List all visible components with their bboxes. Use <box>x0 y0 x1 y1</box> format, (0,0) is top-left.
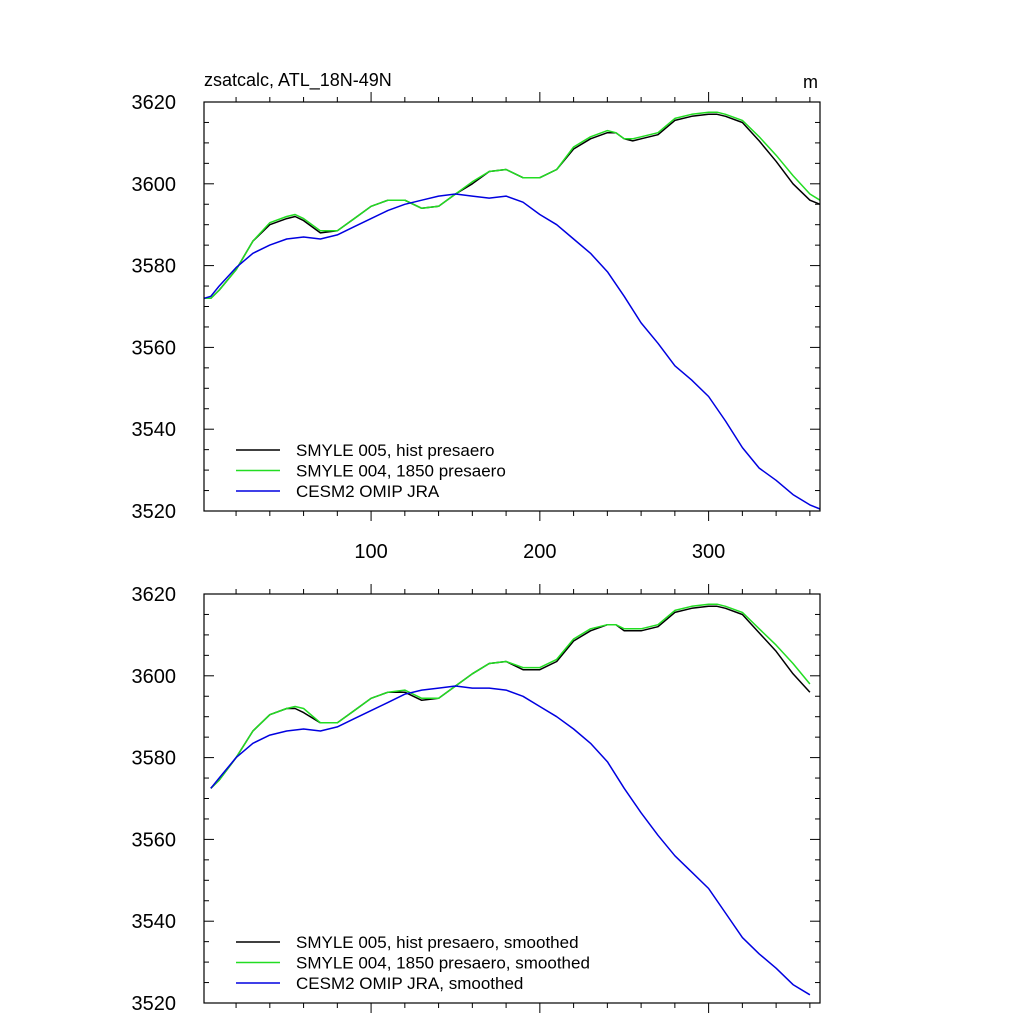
legend-label-2: CESM2 OMIP JRA <box>296 482 440 501</box>
legend-label-1: SMYLE 004, 1850 presaero, smoothed <box>296 954 590 973</box>
y-tick-label: 3600 <box>132 174 177 196</box>
legend-label-0: SMYLE 005, hist presaero <box>296 441 494 460</box>
series-line-2 <box>210 685 811 996</box>
y-tick-label: 3520 <box>132 501 177 523</box>
series-line-1 <box>204 111 821 300</box>
top-panel: zsatcalc, ATL_18N-49N m 3520 3540 3560 3580 36… <box>132 70 821 563</box>
legend-label-1: SMYLE 004, 1850 presaero <box>296 462 506 481</box>
x-tick-label: 300 <box>692 541 725 563</box>
series-line-0 <box>210 605 811 789</box>
bottom-panel: 3520 3540 3560 3580 3600 3620 SMYLE 005, hist … <box>132 584 821 1015</box>
series-line-0 <box>204 113 821 300</box>
y-tick-label: 3540 <box>132 419 177 441</box>
x-tick-label: 100 <box>354 541 387 563</box>
y-tick-label: 3580 <box>132 256 177 278</box>
y-tick-label: 3520 <box>132 993 177 1015</box>
y-tick-label: 3600 <box>132 666 177 688</box>
y-tick-label: 3580 <box>132 748 177 770</box>
series-line-2 <box>203 193 821 510</box>
series-line-1 <box>210 603 811 789</box>
y-tick-label: 3620 <box>132 92 177 114</box>
legend-label-2: CESM2 OMIP JRA, smoothed <box>296 974 523 993</box>
legend-label-0: SMYLE 005, hist presaero, smoothed <box>296 933 579 952</box>
units-label: m <box>803 72 818 92</box>
y-tick-label: 3620 <box>132 584 177 606</box>
y-tick-label: 3560 <box>132 829 177 851</box>
y-tick-label: 3560 <box>132 337 177 359</box>
chart-title: zsatcalc, ATL_18N-49N <box>204 70 392 91</box>
x-tick-label: 200 <box>523 541 556 563</box>
y-tick-label: 3540 <box>132 911 177 933</box>
